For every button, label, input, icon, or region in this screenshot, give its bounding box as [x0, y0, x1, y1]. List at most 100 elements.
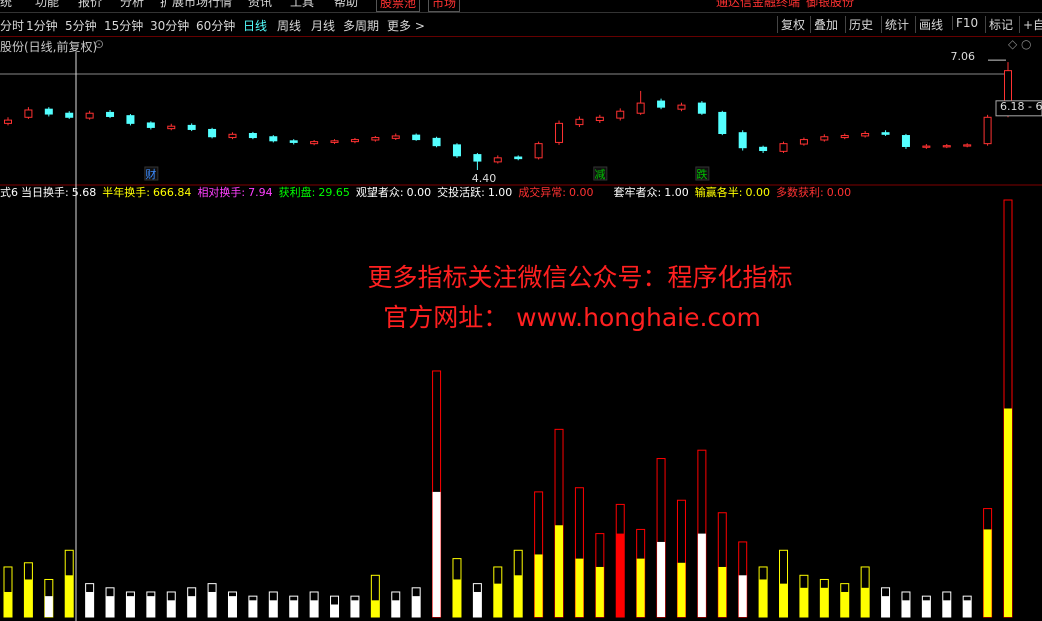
indicator-bar-fill: [636, 558, 645, 617]
indicator-value: 0.00: [827, 186, 852, 199]
candle-body: [657, 100, 666, 108]
candle-body: [167, 125, 176, 130]
candle-body: [738, 132, 747, 149]
indicator-bar-fill: [555, 525, 564, 617]
menu-item[interactable]: 分析: [120, 0, 145, 9]
period-tab[interactable]: 月线: [311, 19, 336, 33]
tool-button[interactable]: 叠加: [810, 16, 841, 33]
candle-body: [901, 135, 910, 147]
period-tab[interactable]: 5分钟: [65, 19, 97, 33]
candle-body: [616, 110, 625, 119]
candle-body: [330, 140, 339, 143]
stock-name: 御银股份: [806, 0, 855, 9]
indicator-bar-fill: [963, 600, 972, 617]
candle-body: [44, 108, 53, 115]
event-marker: 跌: [696, 167, 707, 181]
period-tab[interactable]: 30分钟: [150, 19, 190, 33]
indicator-label: 成交异常:: [518, 185, 566, 199]
period-tab[interactable]: 日线: [243, 19, 268, 33]
dropdown-icon[interactable]: ⊙: [94, 37, 105, 51]
indicator-label: 式6: [0, 186, 18, 199]
indicator-bar-fill: [330, 604, 339, 617]
menu-item[interactable]: 市场: [428, 0, 461, 12]
indicator-bar-fill: [452, 579, 461, 617]
indicator-value: 29.65: [318, 186, 350, 199]
candle-body: [269, 136, 278, 142]
candle-body: [187, 124, 196, 130]
indicator-bar-fill: [350, 600, 359, 617]
tool-button[interactable]: 画线: [915, 16, 946, 33]
event-marker-box: [144, 166, 159, 181]
indicator-bar-fill: [371, 600, 380, 617]
indicator-bar-fill: [310, 600, 319, 617]
indicator-bar-fill: [126, 596, 135, 617]
candle-body: [555, 122, 564, 143]
candle-body: [65, 112, 74, 118]
indicator-bar-fill: [208, 591, 217, 617]
candle-body: [412, 134, 421, 141]
indicator-bar-fill: [595, 566, 604, 617]
tool-button[interactable]: 历史: [845, 16, 876, 33]
indicator-panel: 式6 当日换手: 5.68 半年换手: 666.84 相对换手: 7.94 获利盘: 29.65…: [0, 185, 1013, 618]
period-tab[interactable]: 多周期: [343, 19, 380, 33]
candle-body: [310, 141, 319, 145]
indicator-label: 交投活跃:: [437, 185, 485, 199]
candle-body: [881, 132, 890, 135]
candle-body: [473, 154, 482, 162]
indicator-value: 1.00: [488, 186, 513, 199]
tool-button[interactable]: F10: [952, 16, 981, 30]
indicator-bar-fill: [697, 533, 706, 617]
period-tab[interactable]: 60分钟: [196, 19, 236, 33]
price-annotation: 6.18 - 6: [1000, 100, 1042, 113]
indicator-bar-fill: [779, 583, 788, 617]
candle-body: [840, 135, 849, 139]
period-tab[interactable]: 分时: [0, 19, 25, 33]
candle-body: [697, 102, 706, 114]
menu-item[interactable]: 报价: [78, 0, 103, 9]
period-tab[interactable]: 15分钟: [104, 19, 144, 33]
indicator-value: 0.00: [745, 186, 770, 199]
menu-item[interactable]: 股票池: [376, 0, 421, 12]
candle-body: [718, 111, 727, 135]
candle-body: [759, 146, 768, 152]
candle-body: [4, 119, 12, 124]
period-tab[interactable]: 1分钟: [26, 19, 58, 33]
period-tab[interactable]: 更多 >: [387, 19, 425, 33]
tool-button[interactable]: 复权: [777, 16, 808, 33]
indicator-value: 0.00: [407, 186, 432, 199]
tool-button[interactable]: 统计: [881, 16, 912, 33]
indicator-bar-fill: [575, 558, 584, 617]
tool-button[interactable]: +自选: [1019, 16, 1042, 33]
indicator-bar-fill: [840, 591, 849, 617]
candle-body: [350, 139, 359, 143]
indicator-label: 输赢各半:: [695, 185, 743, 199]
period-tab[interactable]: 周线: [277, 19, 302, 33]
menu-item[interactable]: 功能: [35, 0, 60, 9]
candle-body: [779, 143, 788, 152]
menu-item[interactable]: 扩展市场行情: [160, 0, 233, 9]
menu-item[interactable]: 统: [0, 0, 13, 9]
indicator-bar-fill: [228, 596, 237, 617]
indicator-bar-fill: [534, 554, 543, 617]
price-annotation: 4.40: [472, 172, 497, 185]
menu-item[interactable]: 资讯: [248, 0, 273, 9]
tool-button[interactable]: 标记: [985, 16, 1016, 33]
candle-body: [677, 104, 686, 110]
panel-icons[interactable]: ◇ ○: [1008, 37, 1032, 51]
candle-body: [922, 145, 931, 148]
indicator-label: 当日换手:: [21, 185, 69, 199]
indicator-bar-fill: [473, 591, 482, 617]
candle-body: [106, 111, 115, 117]
indicator-bar-fill: [901, 600, 910, 617]
price-tag: [995, 100, 1042, 117]
indicator-value: 5.68: [72, 186, 97, 199]
indicator-bar-fill: [657, 541, 666, 617]
indicator-bar-fill: [861, 587, 870, 617]
candle-body: [126, 115, 135, 124]
candle-body: [493, 157, 502, 163]
menu-item[interactable]: 工具: [290, 0, 315, 9]
candle-body: [146, 122, 155, 128]
indicator-bar-fill: [65, 575, 74, 617]
menu-item[interactable]: 帮助: [334, 0, 359, 9]
candle-body: [636, 102, 645, 114]
